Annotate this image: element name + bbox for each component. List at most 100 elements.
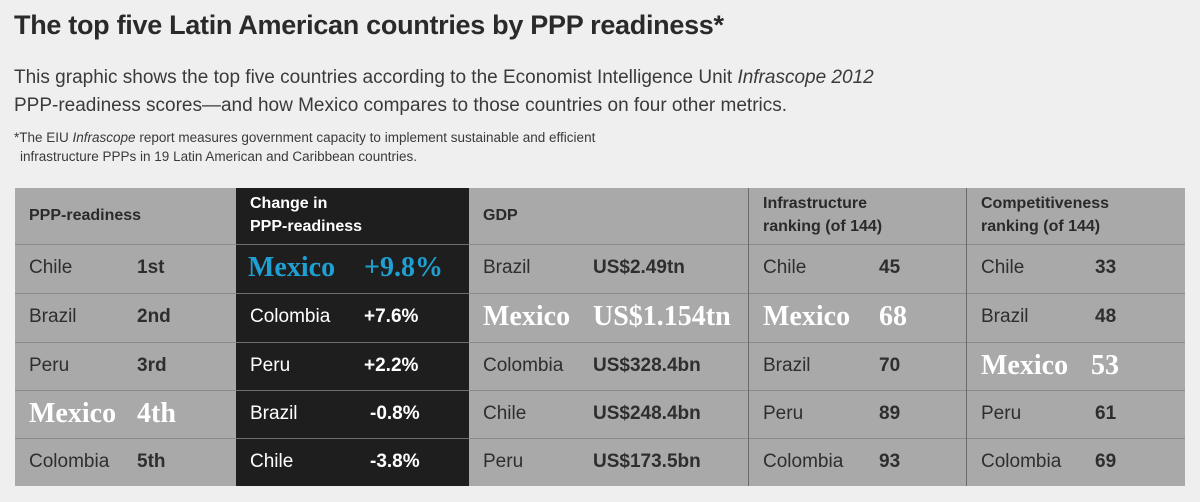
column-gdp: GDP Brazil US$2.49tn Mexico US$1.154tn C…: [469, 188, 748, 486]
row-country: Peru: [483, 451, 524, 472]
column-ppp-readiness: PPP-readiness Chile 1st Brazil 2nd Peru …: [15, 188, 236, 486]
row-value: 93: [879, 451, 901, 472]
column-infrastructure-ranking: Infrastructure ranking (of 144) Chile 45…: [749, 188, 966, 486]
row-value: US$173.5bn: [593, 451, 701, 472]
row-country: Peru: [763, 403, 804, 424]
row-country: Mexico: [763, 301, 851, 332]
table-row: Brazil 70: [749, 343, 966, 391]
footnote: *The EIU Infrascope report measures gove…: [14, 128, 595, 166]
row-country: Peru: [981, 403, 1022, 424]
header-line: Change in: [250, 195, 328, 212]
row-country: Colombia: [250, 306, 331, 327]
row-country: Chile: [981, 257, 1025, 278]
row-country: Chile: [763, 257, 807, 278]
row-value: US$2.49tn: [593, 257, 685, 278]
table-row-highlighted: Mexico US$1.154tn: [469, 294, 748, 342]
row-value: -0.8%: [370, 403, 420, 424]
table-row: Peru 61: [967, 391, 1185, 439]
row-value: 4th: [137, 398, 176, 429]
row-value: 89: [879, 403, 901, 424]
row-value: 45: [879, 257, 901, 278]
row-value: 3rd: [137, 355, 167, 376]
row-country: Chile: [29, 257, 73, 278]
row-country: Mexico: [981, 350, 1069, 381]
table-row: Colombia 69: [967, 439, 1185, 487]
header-line: Infrastructure: [763, 195, 868, 212]
row-value: +9.8%: [364, 252, 443, 283]
page-title: The top five Latin American countries by…: [14, 10, 724, 40]
row-value: 69: [1095, 451, 1117, 472]
row-country: Mexico: [483, 301, 571, 332]
table-row: Brazil US$2.49tn: [469, 245, 748, 293]
column-header: Competitiveness ranking (of 144): [967, 188, 1185, 244]
row-value: 2nd: [137, 306, 171, 327]
row-value: 61: [1095, 403, 1117, 424]
table-row: Brazil 48: [967, 294, 1185, 342]
row-value: 68: [879, 301, 907, 332]
row-country: Chile: [250, 451, 294, 472]
table-row: Peru +2.2%: [236, 343, 469, 391]
row-country: Brazil: [763, 355, 811, 376]
column-change-in-ppp-readiness: Change in PPP-readiness Mexico +9.8% Col…: [236, 188, 469, 486]
row-value: 1st: [137, 257, 165, 278]
table-row: Chile 1st: [15, 245, 236, 293]
table-row-highlighted: Mexico 4th: [15, 391, 236, 439]
column-header: GDP: [469, 188, 748, 244]
header-line: GDP: [483, 207, 518, 224]
column-header: PPP-readiness: [15, 188, 236, 244]
row-value: US$328.4bn: [593, 355, 701, 376]
header-line: ranking (of 144): [981, 218, 1101, 235]
description: This graphic shows the top five countrie…: [14, 64, 874, 120]
table-row-highlighted: Mexico +9.8%: [236, 245, 469, 293]
footnote-line-2: infrastructure PPPs in 19 Latin American…: [20, 149, 417, 164]
table-row: Peru 3rd: [15, 343, 236, 391]
row-country: Colombia: [29, 451, 110, 472]
row-country: Colombia: [483, 355, 564, 376]
description-line-2: PPP-readiness scores—and how Mexico comp…: [14, 95, 788, 116]
table-row: Peru 89: [749, 391, 966, 439]
column-header: Change in PPP-readiness: [236, 188, 469, 244]
row-country: Brazil: [483, 257, 531, 278]
row-value: US$1.154tn: [593, 301, 731, 332]
row-country: Brazil: [250, 403, 298, 424]
row-value: 5th: [137, 451, 166, 472]
row-country: Mexico: [248, 252, 336, 283]
table-row: Chile 45: [749, 245, 966, 293]
column-header: Infrastructure ranking (of 144): [749, 188, 966, 244]
row-value: US$248.4bn: [593, 403, 701, 424]
table-row: Brazil 2nd: [15, 294, 236, 342]
table-row: Chile -3.8%: [236, 439, 469, 487]
row-value: 53: [1091, 350, 1119, 381]
row-country: Peru: [250, 355, 291, 376]
row-value: +2.2%: [364, 355, 419, 376]
comparison-table: PPP-readiness Chile 1st Brazil 2nd Peru …: [15, 188, 1185, 486]
row-country: Colombia: [981, 451, 1062, 472]
row-value: -3.8%: [370, 451, 420, 472]
row-country: Brazil: [981, 306, 1029, 327]
table-row: Colombia +7.6%: [236, 294, 469, 342]
table-row-highlighted: Mexico 68: [749, 294, 966, 342]
table-row-highlighted: Mexico 53: [967, 343, 1185, 391]
header-line: ranking (of 144): [763, 218, 883, 235]
row-country: Chile: [483, 403, 527, 424]
header-line: PPP-readiness: [250, 218, 363, 235]
row-value: 33: [1095, 257, 1117, 278]
footnote-line-1: *The EIU Infrascope report measures gove…: [14, 130, 596, 145]
table-row: Brazil -0.8%: [236, 391, 469, 439]
row-country: Colombia: [763, 451, 844, 472]
row-value: 70: [879, 355, 901, 376]
row-value: 48: [1095, 306, 1117, 327]
description-line-1: This graphic shows the top five countrie…: [14, 67, 874, 88]
table-row: Colombia 5th: [15, 439, 236, 487]
table-row: Colombia 93: [749, 439, 966, 487]
table-row: Chile 33: [967, 245, 1185, 293]
header-line: Competitiveness: [981, 195, 1110, 212]
table-row: Peru US$173.5bn: [469, 439, 748, 487]
column-competitiveness-ranking: Competitiveness ranking (of 144) Chile 3…: [967, 188, 1185, 486]
header-line: PPP-readiness: [29, 207, 142, 224]
table-row: Colombia US$328.4bn: [469, 343, 748, 391]
row-country: Mexico: [29, 398, 117, 429]
table-row: Chile US$248.4bn: [469, 391, 748, 439]
row-country: Peru: [29, 355, 70, 376]
row-country: Brazil: [29, 306, 77, 327]
